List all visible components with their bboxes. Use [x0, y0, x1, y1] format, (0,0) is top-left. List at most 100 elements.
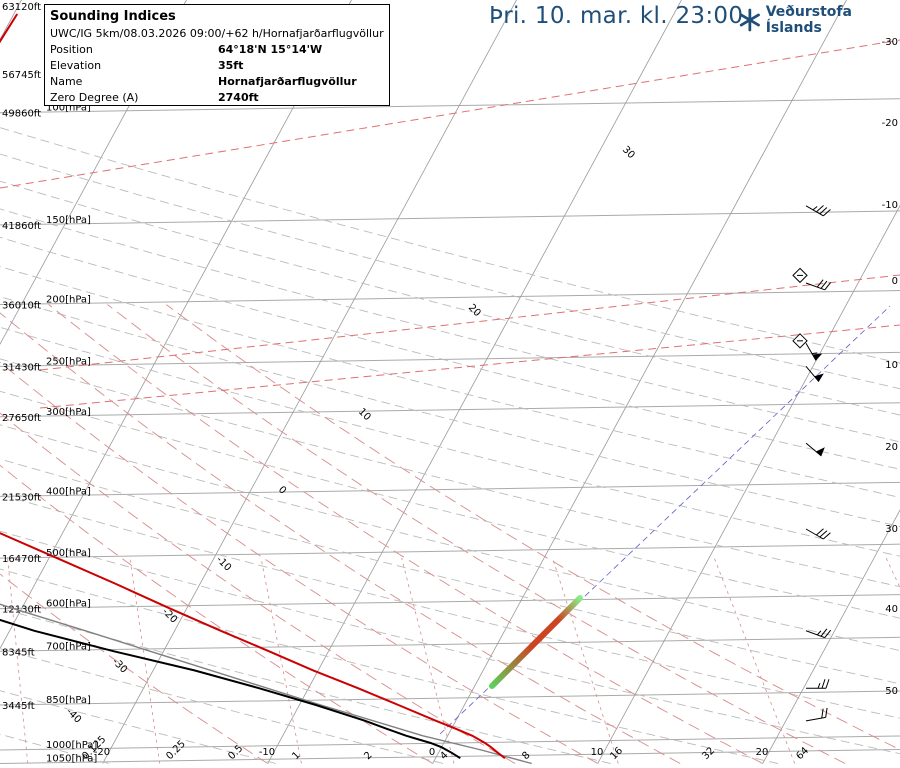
mixing-ratio-line: [7, 558, 29, 764]
right-scale-tick-label: -10: [882, 200, 898, 211]
wind-barb: [805, 628, 832, 639]
reference-isoline: [0, 39, 900, 189]
wind-barb-full: [821, 679, 826, 689]
dry-adiabat-line: [0, 568, 778, 764]
height-tick-label: 36010ft: [2, 301, 41, 312]
moist-adiabat-line: [107, 304, 846, 764]
height-tick-label: 63120ft: [2, 2, 41, 13]
wind-barb: [805, 205, 831, 217]
right-scale-tick-label: 0: [892, 276, 898, 287]
height-tick-label: 16470ft: [2, 554, 41, 565]
info-row-position: Position 64°18'N 15°14'W: [50, 42, 384, 58]
brand-logo[interactable]: Veðurstofa Íslands: [738, 4, 900, 36]
moist-adiabat-line: [0, 464, 433, 764]
height-tick-label: 27650ft: [2, 413, 41, 424]
wind-barb-full: [822, 532, 831, 540]
mixing-ratio-tick-label: 64: [794, 745, 811, 762]
mixing-ratio-tick-label: 16: [608, 745, 625, 762]
wind-barb-full: [816, 205, 824, 213]
wind-barb-full: [816, 279, 824, 288]
wind-barb: [805, 442, 825, 457]
moist-adiabat-line: [0, 312, 681, 764]
info-key: Name: [50, 75, 83, 88]
height-tick-label: 49860ft: [2, 109, 41, 120]
pressure-tick-label: 200[hPa]: [46, 295, 91, 306]
temperature-tick-label: -10: [259, 747, 275, 758]
wind-barb: [805, 279, 832, 291]
right-scale-tick-label: 10: [885, 360, 898, 371]
isobar-line: [0, 636, 900, 652]
moist-adiabat-line: [0, 412, 516, 764]
info-value: Hornafjarðarflugvöllur: [218, 75, 357, 88]
height-tick-label: 41860ft: [2, 221, 41, 232]
pressure-tick-label: 1000[hPa]: [46, 740, 97, 751]
wind-barb-full: [820, 280, 828, 289]
wind-barb-full: [824, 282, 832, 291]
height-tick-label: 31430ft: [2, 362, 41, 373]
pressure-tick-label: 100[hPa]: [46, 103, 91, 114]
mixing-ratio-tick-label: 2: [362, 750, 374, 762]
isobar-line: [0, 402, 900, 418]
info-row-elevation: Elevation 35ft: [50, 58, 384, 74]
wind-barb-full: [821, 708, 824, 719]
wind-barb-full: [822, 209, 831, 217]
wind-barb-staff: [805, 442, 822, 457]
sounding-indices-box: Sounding Indices UWC/IG 5km/08.03.2026 0…: [44, 4, 390, 106]
pressure-tick-label: 850[hPa]: [46, 695, 91, 706]
moist-adiabat-line: [0, 573, 268, 764]
mixing-ratio-line: [713, 558, 796, 764]
info-row-name: Name Hornafjarðarflugvöllur: [50, 74, 384, 90]
height-tick-label: 12130ft: [2, 605, 41, 616]
info-value: 64°18'N 15°14'W: [218, 43, 323, 56]
right-scale-tick-label: -20: [882, 118, 898, 129]
wind-barbs: [792, 205, 832, 722]
mixing-ratio-tick-label: 1: [290, 750, 302, 762]
wind-barb-half: [812, 206, 818, 211]
wind-barb-staff: [805, 282, 825, 291]
info-key: Elevation: [50, 59, 102, 72]
height-tick-label: 3445ft: [2, 701, 35, 712]
right-scale-tick-label: 20: [885, 442, 898, 453]
dewpoint-line: [0, 618, 461, 760]
info-value: 35ft: [218, 59, 244, 72]
mixing-ratio-line: [552, 558, 619, 764]
isotherm-inline-label: 0: [276, 484, 288, 496]
info-row-zero-degree: Zero Degree (A) 2740ft: [50, 90, 384, 106]
right-scale-tick-label: 40: [885, 604, 898, 615]
pressure-tick-label: 700[hPa]: [46, 641, 91, 652]
pressure-tick-label: 250[hPa]: [46, 356, 91, 367]
isotherm-inline-label: 10: [356, 406, 373, 423]
info-value: 2740ft: [218, 91, 259, 104]
moist-adiabat-line: [48, 304, 763, 764]
model-line: UWC/IG 5km/08.03.2026 09:00/+62 h/Hornaf…: [50, 27, 384, 40]
wind-barb-full: [824, 629, 832, 638]
isotherm-line: [267, 0, 682, 764]
wind-barb-pennant: [815, 447, 825, 457]
moist-adiabat-line: [0, 361, 598, 764]
wind-barb-full: [825, 679, 830, 689]
isobar-line: [0, 594, 900, 610]
isotherm-line: [432, 0, 847, 764]
wind-barb-staff: [805, 205, 824, 217]
wind-barb-staff: [805, 342, 817, 361]
mixing-ratio-line: [885, 557, 900, 589]
wind-barb-full: [819, 530, 828, 538]
wind-barb-full: [816, 528, 824, 536]
wind-barb: [805, 365, 824, 382]
pressure-tick-label: 600[hPa]: [46, 599, 91, 610]
temperature-tick-label: 20: [756, 747, 769, 758]
height-tick-label: 8345ft: [2, 647, 35, 658]
pressure-tick-label: 1050[hPa]: [46, 754, 97, 765]
isobar-line: [0, 210, 900, 226]
wind-barb-pennant: [812, 353, 823, 361]
